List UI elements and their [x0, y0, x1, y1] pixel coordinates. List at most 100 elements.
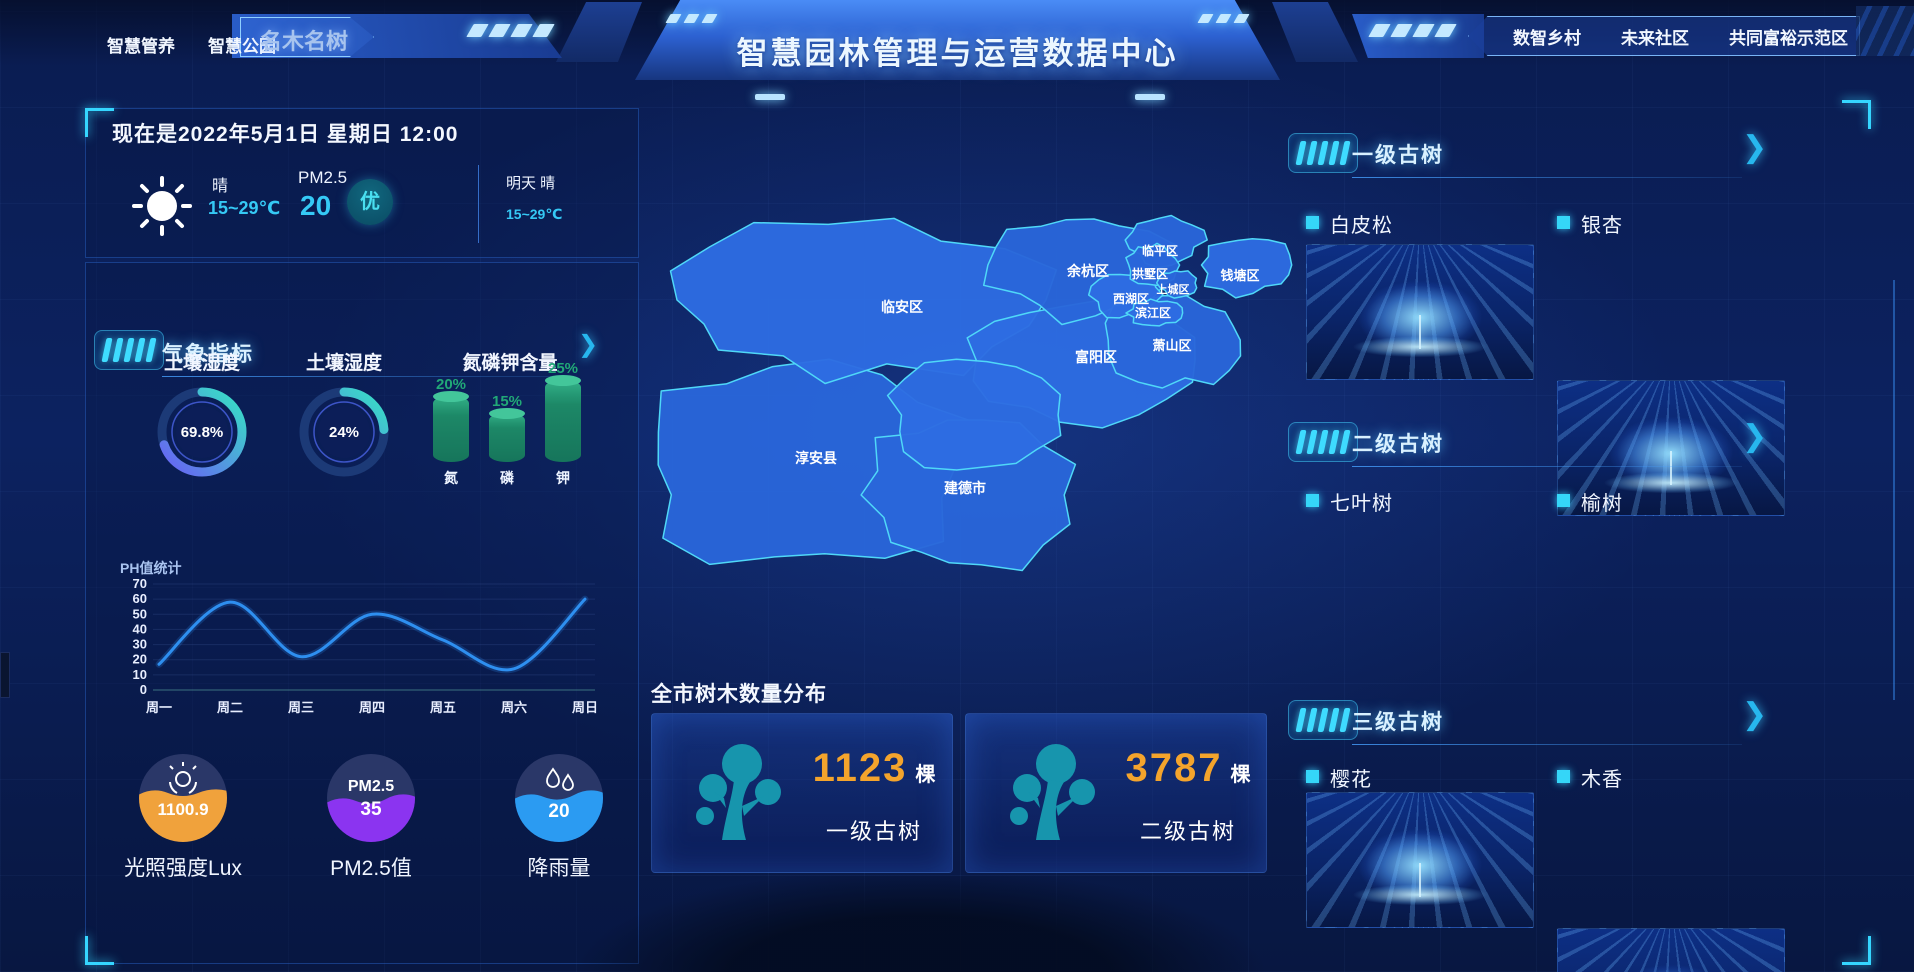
- npk-bar-chart: 20% 15% 25% 氮 磷 钾: [425, 356, 593, 488]
- npk-name-p: 磷: [500, 470, 514, 486]
- rainfall-widget: 20: [514, 753, 604, 848]
- right-panel-corner-bottom: [1842, 936, 1871, 965]
- bullet-icon: [1557, 216, 1570, 229]
- distribution-card-level1: 1123 棵 一级古树: [651, 713, 953, 873]
- y-axis-tick: 60: [133, 591, 147, 606]
- light-intensity-value: 1100.9: [157, 800, 208, 819]
- map-district-钱塘区[interactable]: [1200, 238, 1293, 299]
- rainfall-label: 降雨量: [527, 857, 591, 880]
- right-edge-accent: [1893, 280, 1895, 700]
- page-title: 智慧园林管理与运营数据中心: [736, 36, 1179, 71]
- bars-icon: [1288, 133, 1358, 173]
- bullet-icon: [1557, 770, 1570, 783]
- section1-item1-label: 白皮松: [1330, 215, 1393, 237]
- map-district-label: 滨江区: [1135, 305, 1171, 320]
- bars-icon: [1288, 422, 1358, 462]
- nav-right-common-prosperity[interactable]: 共同富裕示范区: [1729, 28, 1848, 48]
- map-area[interactable]: [886, 358, 1062, 471]
- npk-bar-p: 15%: [481, 356, 533, 462]
- section1-arrow-icon[interactable]: ❯: [1742, 131, 1768, 164]
- npk-label: 氮磷钾含量: [462, 353, 558, 374]
- x-axis-label: 周一: [146, 700, 172, 715]
- tomorrow-forecast: 明天 晴: [506, 175, 556, 192]
- tree-image-yinxing: [1557, 380, 1785, 516]
- corner-decoration: [1856, 6, 1914, 56]
- title-banner: [635, 0, 1280, 80]
- banner-dashes-left: [665, 14, 718, 23]
- nav-left-smart-maintenance[interactable]: 智慧管养: [107, 37, 175, 56]
- bars-icon: [94, 330, 164, 370]
- level1-label: 一级古树: [825, 819, 922, 844]
- x-axis-label: 周五: [430, 700, 456, 715]
- map-district-label: 临平区: [1142, 243, 1178, 258]
- section1-title: 一级古树: [1352, 144, 1444, 167]
- map-district-label: 富阳区: [1075, 349, 1117, 365]
- light-intensity-widget: 1100.9: [138, 753, 228, 848]
- map-district-label: 建德市: [944, 480, 986, 496]
- bullet-icon: [1306, 216, 1319, 229]
- pm25-label: PM2.5: [298, 168, 348, 187]
- tree-image-baipisong: [1306, 244, 1534, 380]
- temperature-range: 15~29℃: [208, 198, 281, 218]
- section3-item1-label: 樱花: [1330, 769, 1372, 791]
- x-axis-label: 周六: [501, 700, 527, 715]
- air-quality-badge: 优: [347, 179, 393, 225]
- tree-icon: [696, 744, 781, 840]
- section3-item2-label: 木香: [1581, 769, 1623, 791]
- npk-name-n: 氮: [444, 470, 458, 486]
- gauge2-value: 24%: [329, 424, 359, 441]
- pm25-widget-top: PM2.5: [348, 778, 394, 795]
- map-district-label: 临安区: [881, 299, 923, 315]
- npk-bar-k: 25%: [537, 356, 589, 462]
- distribution-card-level2: 3787 棵 二级古树: [965, 713, 1267, 873]
- section3-line: [1352, 744, 1742, 745]
- tree-icon: [1010, 744, 1095, 840]
- npk-name-k: 钾: [556, 470, 570, 486]
- header-left-band: [232, 14, 562, 58]
- npk-bar-n: 20%: [425, 356, 477, 462]
- active-tab-outline: [240, 17, 374, 57]
- meteo-arrow-icon[interactable]: ❯: [578, 331, 599, 358]
- tree-image-qiyeshu: [1306, 792, 1534, 928]
- pm25-widget-value: 35: [360, 799, 382, 820]
- map-district-label: 西湖区: [1113, 291, 1149, 306]
- tree-image-yushu: [1557, 928, 1785, 972]
- npk-pct-k: 25%: [547, 359, 579, 377]
- map-district-label: 淳安县: [795, 450, 837, 466]
- header-dashes-right: [1368, 24, 1457, 37]
- banner-dashes-right: [1197, 14, 1250, 23]
- bullet-icon: [1557, 494, 1570, 507]
- map-district-label: 钱塘区: [1220, 268, 1259, 283]
- rainfall-value: 20: [548, 801, 569, 822]
- level1-count: 1123 棵: [812, 746, 936, 790]
- nav-right-digital-village[interactable]: 数智乡村: [1513, 28, 1581, 48]
- section2-arrow-icon[interactable]: ❯: [1742, 420, 1768, 453]
- weather-condition: 晴: [212, 178, 229, 195]
- map-district-上城区[interactable]: [1155, 270, 1198, 299]
- tomorrow-temperature: 15~29℃: [506, 206, 563, 222]
- y-axis-tick: 70: [133, 576, 147, 591]
- banner-under-bar-right: [1135, 94, 1165, 100]
- map-district-滨江区[interactable]: [1125, 298, 1184, 327]
- nav-left-famous-trees-active[interactable]: 名木名树: [260, 29, 349, 54]
- map-district-label: 萧山区: [1152, 338, 1191, 353]
- nav-right-box: 数智乡村 未来社区 共同富裕示范区: [1468, 16, 1860, 56]
- nav-left-smart-park[interactable]: 智慧公园: [208, 37, 276, 56]
- section3-title: 三级古树: [1352, 711, 1444, 734]
- gauge1-label: 土壤湿度: [163, 353, 240, 374]
- pm25-value: 20: [300, 190, 332, 221]
- y-axis-tick: 30: [133, 637, 147, 652]
- map-district-label: 上城区: [1157, 282, 1190, 296]
- pm25-widget: PM2.5 35: [326, 753, 416, 848]
- map-district-label: 余杭区: [1066, 263, 1109, 279]
- y-axis-tick: 50: [133, 606, 147, 621]
- ph-line: [157, 597, 587, 672]
- level2-label: 二级古树: [1139, 819, 1236, 844]
- nav-right-future-community[interactable]: 未来社区: [1621, 28, 1689, 48]
- section2-item2-label: 榆树: [1581, 493, 1623, 515]
- section3-arrow-icon[interactable]: ❯: [1742, 698, 1768, 731]
- section2-title: 二级古树: [1352, 433, 1444, 456]
